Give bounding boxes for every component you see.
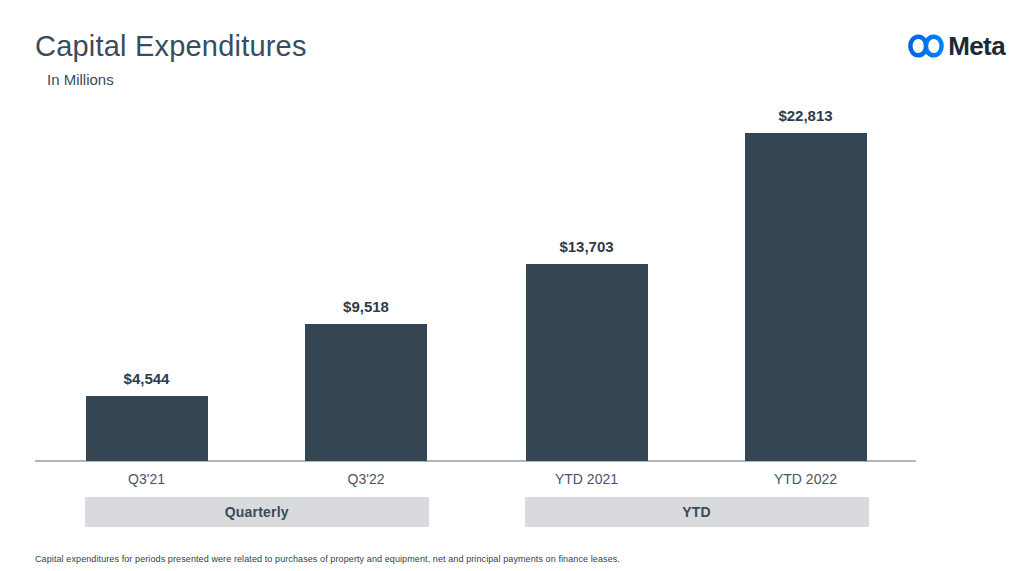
bar-value-label: $22,813 [736, 107, 876, 124]
bar-value-label: $9,518 [296, 298, 436, 315]
bar-value-label: $13,703 [517, 238, 657, 255]
chart-bar [745, 133, 867, 461]
bar-value-label: $4,544 [77, 370, 217, 387]
group-pill: Quarterly [85, 497, 430, 527]
chart-bar [305, 324, 427, 461]
x-axis-label: YTD 2021 [517, 471, 657, 487]
chart-bar [86, 396, 208, 461]
x-axis-label: Q3'22 [296, 471, 436, 487]
slide: Capital Expenditures In Millions Meta $4… [0, 0, 1024, 571]
chart-bar [526, 264, 648, 461]
x-axis-label: Q3'21 [77, 471, 217, 487]
group-pill-label: Quarterly [225, 504, 289, 520]
chart-plot: $4,544 Q3'21 $9,518 Q3'22 $13,703 YTD 2021 $22… [0, 0, 1024, 571]
group-pill: YTD [525, 497, 869, 527]
x-axis-label: YTD 2022 [736, 471, 876, 487]
footnote: Capital expenditures for periods present… [35, 554, 620, 564]
group-pill-label: YTD [682, 504, 711, 520]
